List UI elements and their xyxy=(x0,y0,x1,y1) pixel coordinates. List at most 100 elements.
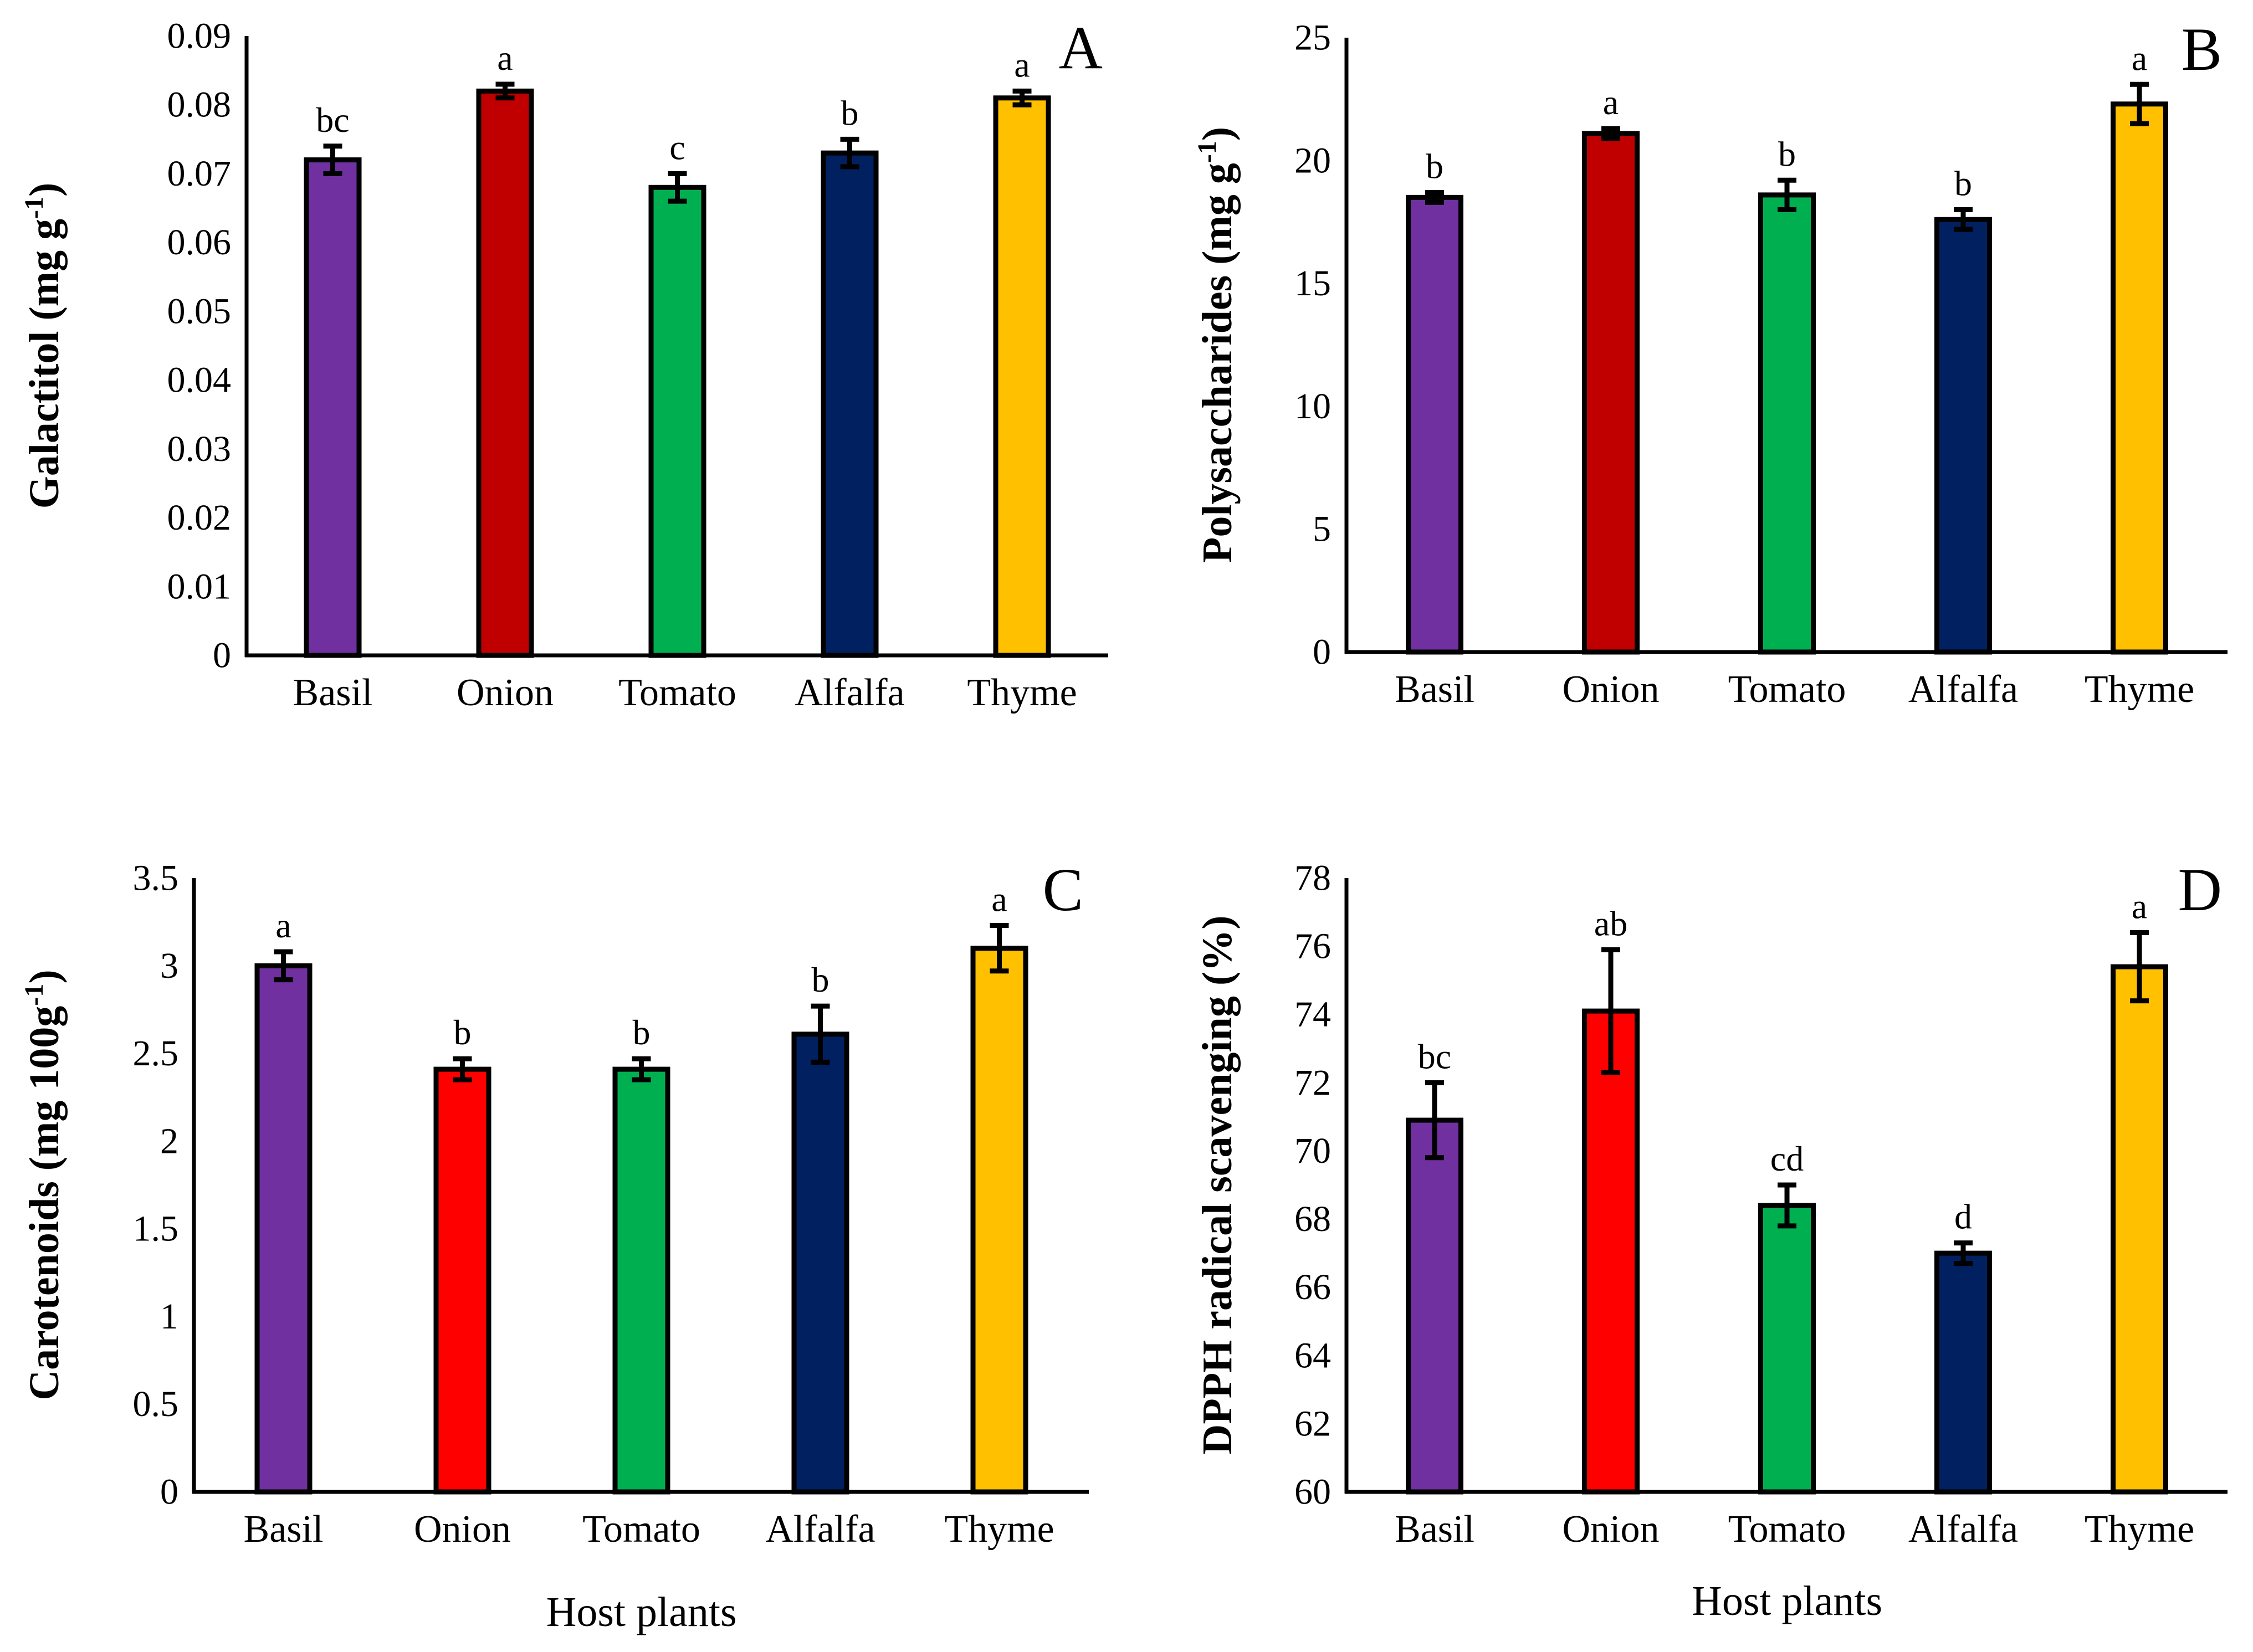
y-tick-label: 2 xyxy=(160,1121,178,1161)
x-axis-label: Host plants xyxy=(546,1589,736,1635)
panel-letter: B xyxy=(2182,16,2222,83)
bar-thyme xyxy=(993,95,1051,658)
significance-letter: b xyxy=(1778,134,1796,173)
y-tick-label: 0.05 xyxy=(167,291,232,331)
y-tick-label: 15 xyxy=(1294,263,1331,304)
bar-basil xyxy=(304,157,362,658)
chart-panel-a: 00.010.020.030.040.050.060.070.080.09bcB… xyxy=(19,14,1108,714)
x-tick-label: Tomato xyxy=(582,1508,700,1551)
panel-letter: C xyxy=(1043,856,1083,924)
significance-letter: cd xyxy=(1770,1139,1804,1178)
y-axis-label: DPPH radical scavenging (%) xyxy=(1194,915,1241,1454)
y-tick-label: 64 xyxy=(1294,1335,1331,1376)
x-tick-label: Tomato xyxy=(1728,668,1846,711)
y-tick-label: 78 xyxy=(1294,858,1331,899)
x-axis-label: Host plants xyxy=(1692,1578,1882,1624)
x-tick-label: Thyme xyxy=(2085,1508,2194,1551)
y-tick-label: 1.5 xyxy=(133,1209,179,1249)
y-tick-label: 0.5 xyxy=(133,1384,179,1424)
error-bar-basil xyxy=(1425,189,1444,205)
significance-letter: a xyxy=(1014,45,1030,84)
y-tick-label: 25 xyxy=(1294,18,1331,58)
significance-letter: a xyxy=(2132,886,2147,926)
significance-letter: a xyxy=(1603,83,1619,122)
x-tick-label: Alfalfa xyxy=(795,671,904,714)
chart-panel-c: 0 0.5 1 1.5 2 2.5 3 3.5 a Basil b Onion b Tomato b Alfa… xyxy=(19,856,1089,1635)
x-tick-label: Basil xyxy=(1395,1508,1474,1551)
y-tick-label: 70 xyxy=(1294,1131,1331,1171)
error-bar-thyme xyxy=(2130,930,2149,1004)
bar-tomato xyxy=(612,1066,670,1495)
significance-letter: b xyxy=(841,93,859,132)
y-axis-label: Polysaccharides (mg g-1) xyxy=(1192,127,1241,563)
y-tick-label: 0.04 xyxy=(167,360,232,401)
x-tick-label: Alfalfa xyxy=(1908,1508,2018,1551)
y-tick-label: 76 xyxy=(1294,926,1331,967)
error-bar-alfalfa xyxy=(1954,1240,1973,1266)
error-bar-thyme xyxy=(1012,88,1032,107)
y-tick-label: 0 xyxy=(1313,632,1331,673)
y-tick-label: 10 xyxy=(1294,386,1331,427)
x-tick-label: Alfalfa xyxy=(765,1508,875,1551)
y-tick-label: 0.03 xyxy=(167,429,232,469)
bar-alfalfa xyxy=(821,150,879,658)
y-tick-label: 0.06 xyxy=(167,222,232,263)
x-tick-label: Onion xyxy=(457,671,554,714)
significance-letter: b xyxy=(812,960,829,999)
significance-letter: a xyxy=(991,879,1007,919)
y-tick-label: 74 xyxy=(1294,994,1331,1035)
y-axis-label: Galactitol (mg g-1) xyxy=(19,183,68,509)
y-tick-label: 1 xyxy=(160,1296,178,1337)
y-tick-label: 5 xyxy=(1313,509,1331,550)
bar-tomato xyxy=(1758,192,1816,655)
x-tick-label: Thyme xyxy=(2085,668,2194,711)
y-tick-label: 0 xyxy=(213,635,231,676)
error-bar-thyme xyxy=(2130,81,2149,126)
y-tick-label: 20 xyxy=(1294,140,1331,181)
error-bar-tomato xyxy=(1778,177,1796,213)
bar-thyme xyxy=(2111,101,2168,655)
bar-alfalfa xyxy=(1934,217,1992,655)
error-bar-alfalfa xyxy=(840,136,859,170)
significance-letter: bc xyxy=(316,100,349,140)
significance-letter: b xyxy=(633,1013,651,1052)
chart-panel-d: 60 62 64 66 68 70 72 74 76 78 bc Basil ab Onion cd Toma… xyxy=(1194,856,2228,1624)
error-bar-tomato xyxy=(632,1056,651,1082)
bar-tomato xyxy=(1758,1203,1816,1495)
bar-alfalfa xyxy=(1934,1250,1992,1495)
bar-onion xyxy=(476,88,534,658)
bar-tomato xyxy=(648,184,706,658)
y-tick-label: 0.07 xyxy=(167,153,232,194)
x-tick-label: Thyme xyxy=(967,671,1077,714)
error-bar-onion xyxy=(495,81,515,101)
error-bar-thyme xyxy=(990,922,1009,974)
x-tick-label: Tomato xyxy=(618,671,736,714)
error-bar-alfalfa xyxy=(1954,207,1973,232)
chart-panel-b: 0 5 10 15 20 25 b Basil a Onion b Tomato b Alfalfa a Th… xyxy=(1192,16,2228,711)
error-bar-basil xyxy=(274,949,293,983)
y-tick-label: 68 xyxy=(1294,1199,1331,1239)
significance-letter: c xyxy=(669,127,685,167)
y-tick-label: 0 xyxy=(160,1472,178,1512)
significance-letter: bc xyxy=(1418,1037,1451,1076)
error-bar-onion xyxy=(1601,947,1620,1075)
x-tick-label: Basil xyxy=(293,671,373,714)
bar-alfalfa xyxy=(791,1032,849,1495)
significance-letter: b xyxy=(1954,164,1972,203)
y-tick-label: 60 xyxy=(1294,1472,1331,1512)
error-bar-alfalfa xyxy=(811,1003,830,1065)
error-bar-tomato xyxy=(1778,1182,1796,1229)
y-tick-label: 62 xyxy=(1294,1403,1331,1444)
bar-onion xyxy=(433,1066,491,1495)
significance-letter: d xyxy=(1954,1197,1972,1237)
y-tick-label: 3.5 xyxy=(133,858,179,899)
significance-letter: a xyxy=(497,38,513,78)
significance-letter: ab xyxy=(1594,904,1627,943)
significance-letter: a xyxy=(2132,38,2147,78)
x-tick-label: Alfalfa xyxy=(1908,668,2018,711)
x-tick-label: Thyme xyxy=(944,1508,1054,1551)
error-bar-tomato xyxy=(668,171,687,204)
significance-letter: a xyxy=(275,906,291,945)
bar-basil xyxy=(1406,1117,1463,1495)
